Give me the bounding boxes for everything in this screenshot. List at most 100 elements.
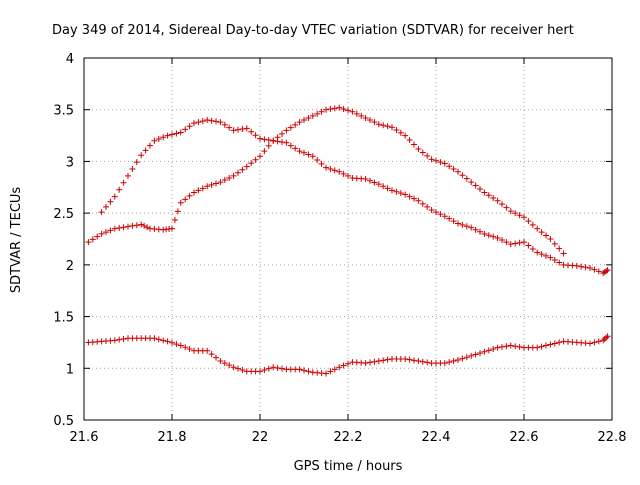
data-point: [349, 108, 356, 115]
data-point: [389, 124, 395, 131]
data-point: [292, 121, 299, 128]
data-point: [463, 354, 470, 361]
data-point: [296, 148, 303, 155]
data-point: [389, 187, 395, 194]
data-point: [169, 131, 175, 138]
data-point: [257, 368, 263, 375]
data-point: [116, 224, 123, 231]
data-point: [287, 124, 294, 131]
data-point: [424, 152, 431, 159]
data-point: [468, 224, 475, 231]
data-point: [305, 368, 312, 375]
data-point: [125, 223, 131, 230]
data-point: [556, 259, 563, 266]
data-point: [199, 118, 206, 125]
data-point: [428, 207, 435, 214]
data-point: [459, 355, 466, 362]
x-tick-label: 21.6: [70, 430, 99, 445]
data-point: [174, 208, 181, 215]
data-point: [507, 241, 514, 248]
data-point: [248, 160, 255, 167]
data-point: [169, 339, 175, 346]
data-point: [274, 134, 281, 141]
data-point: [459, 221, 466, 228]
data-point: [600, 337, 607, 344]
data-point: [164, 132, 171, 139]
data-point: [406, 356, 413, 363]
data-point: [543, 232, 549, 239]
data-point: [111, 225, 118, 232]
data-point: [441, 360, 448, 367]
data-point: [336, 104, 343, 111]
data-point: [604, 267, 611, 274]
data-point: [309, 153, 316, 160]
data-point: [446, 215, 453, 222]
data-point: [406, 137, 413, 144]
data-point: [283, 127, 290, 134]
data-point: [305, 114, 312, 121]
data-point: [455, 220, 461, 227]
data-point: [243, 125, 250, 132]
data-point: [441, 213, 448, 220]
data-point: [173, 130, 180, 137]
data-point: [142, 147, 149, 154]
data-point: [402, 132, 409, 139]
data-point: [226, 362, 233, 369]
data-point: [173, 341, 180, 348]
data-point: [358, 112, 365, 119]
data-point: [534, 249, 541, 256]
data-point: [138, 221, 145, 228]
data-point: [485, 232, 492, 239]
data-point: [367, 359, 373, 366]
data-point: [340, 106, 347, 113]
data-point: [171, 217, 178, 224]
data-point: [499, 343, 505, 350]
data-point: [125, 172, 131, 179]
data-point: [186, 345, 193, 352]
data-point: [182, 126, 189, 133]
data-point: [94, 233, 101, 240]
data-point: [261, 136, 268, 143]
y-tick-label: 0.5: [53, 414, 74, 429]
data-point: [213, 118, 219, 125]
data-point: [402, 191, 409, 198]
data-point: [433, 157, 439, 164]
data-point: [327, 106, 334, 113]
data-point: [455, 357, 461, 364]
data-point: [160, 134, 167, 141]
data-point: [98, 230, 105, 237]
data-point: [507, 208, 514, 215]
data-point: [472, 226, 479, 233]
data-point: [490, 194, 497, 201]
data-point: [472, 351, 479, 358]
data-point: [120, 224, 127, 231]
data-point: [235, 169, 241, 176]
data-point: [472, 182, 479, 189]
data-point: [402, 355, 409, 362]
data-point: [309, 112, 316, 119]
data-point: [512, 343, 519, 350]
data-point: [107, 227, 114, 234]
data-point: [296, 119, 303, 126]
data-point: [446, 163, 453, 170]
data-point: [455, 168, 461, 175]
data-point: [415, 197, 422, 204]
data-points: [85, 104, 611, 377]
data-point: [274, 364, 281, 371]
data-point: [270, 364, 277, 371]
data-point: [503, 239, 510, 246]
data-point: [141, 222, 148, 229]
x-tick-label: 22.6: [510, 430, 539, 445]
data-point: [89, 236, 96, 243]
y-tick-label: 1: [66, 362, 74, 377]
data-point: [199, 185, 206, 192]
data-point: [525, 242, 532, 249]
data-point: [538, 229, 545, 236]
data-point: [230, 172, 237, 179]
data-point: [538, 251, 545, 258]
data-point: [129, 222, 136, 229]
data-point: [213, 180, 219, 187]
data-point: [547, 254, 554, 261]
data-point: [164, 338, 171, 345]
data-point: [516, 239, 523, 246]
